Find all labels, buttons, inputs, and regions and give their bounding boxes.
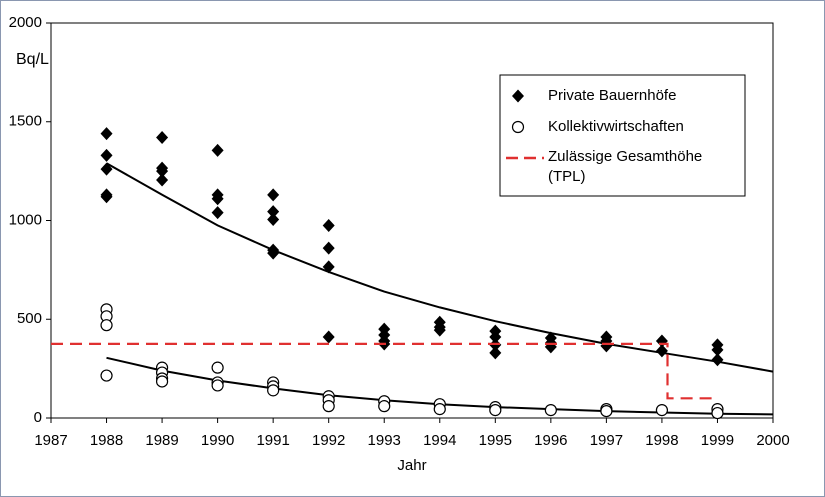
y-tick-label: 2000 xyxy=(9,14,42,31)
diamond-marker xyxy=(156,164,169,178)
x-tick-label: 1990 xyxy=(201,432,234,449)
circle-marker xyxy=(655,404,669,417)
diamond-marker xyxy=(211,192,224,206)
diamond-marker xyxy=(322,260,335,274)
diamond-marker xyxy=(600,339,613,353)
legend-swatch xyxy=(511,120,525,134)
diamond-marker xyxy=(211,206,224,220)
circle-marker xyxy=(489,404,502,417)
legend-label: Kollektivwirtschaften xyxy=(548,118,684,135)
x-tick-label: 2000 xyxy=(756,432,789,449)
circle-marker xyxy=(211,361,224,374)
circle-marker xyxy=(433,403,446,416)
circle-marker xyxy=(378,400,391,413)
y-tick-label: 1500 xyxy=(9,113,42,130)
legend-label: Zulässige Gesamthöhe (TPL) xyxy=(548,148,703,185)
diamond-marker xyxy=(655,344,668,358)
x-tick-label: 1987 xyxy=(34,432,67,449)
diamond-marker xyxy=(156,131,169,145)
circle-marker xyxy=(100,369,113,382)
circle-marker xyxy=(211,379,224,392)
x-tick-label: 1995 xyxy=(479,432,512,449)
diamond-marker xyxy=(433,323,446,337)
diamond-marker xyxy=(156,173,169,187)
circle-marker xyxy=(100,319,113,332)
circle-marker xyxy=(600,404,613,418)
x-tick-label: 1999 xyxy=(701,432,734,449)
diamond-marker xyxy=(100,162,113,176)
x-tick-label: 1992 xyxy=(312,432,345,449)
circle-marker xyxy=(155,375,169,388)
y-tick-label: 1000 xyxy=(9,211,42,228)
legend-label: Private Bauernhöfe xyxy=(548,87,676,104)
legend-label-box: Zulässige Gesamthöhe (TPL) xyxy=(548,148,703,185)
x-tick-label: 1991 xyxy=(256,432,289,449)
diamond-marker xyxy=(489,330,502,344)
diamond-marker xyxy=(322,218,335,232)
y-tick-label: 500 xyxy=(17,310,42,327)
diamond-marker xyxy=(267,205,280,219)
x-tick-label: 1996 xyxy=(534,432,567,449)
tpl-line xyxy=(51,342,715,400)
diamond-marker xyxy=(489,346,502,360)
diamond-marker xyxy=(100,148,113,162)
x-tick-label: 1997 xyxy=(590,432,623,449)
circle-marker xyxy=(267,384,280,397)
diamond-marker xyxy=(267,188,280,202)
y-axis-label: Bq/L xyxy=(16,51,49,68)
legend xyxy=(499,74,746,197)
diamond-marker xyxy=(100,127,113,141)
y-tick-label: 0 xyxy=(34,409,42,426)
diamond-marker xyxy=(267,246,280,260)
x-tick-label: 1993 xyxy=(368,432,401,449)
circle-marker xyxy=(711,406,724,420)
diamond-marker xyxy=(711,343,724,357)
diamond-marker xyxy=(711,353,724,367)
diamond-marker xyxy=(322,241,335,255)
x-tick-label: 1989 xyxy=(145,432,178,449)
diamond-marker xyxy=(267,213,280,227)
circle-marker xyxy=(544,404,557,417)
diamond-marker xyxy=(100,190,113,204)
x-tick-label: 1994 xyxy=(423,432,456,449)
diamond-marker xyxy=(211,143,224,157)
x-tick-label: 1988 xyxy=(90,432,123,449)
circle-marker xyxy=(322,400,335,413)
diamond-marker xyxy=(322,330,335,344)
x-tick-label: 1998 xyxy=(645,432,678,449)
legend-swatch xyxy=(512,89,524,103)
x-axis-label: Jahr xyxy=(397,457,426,474)
